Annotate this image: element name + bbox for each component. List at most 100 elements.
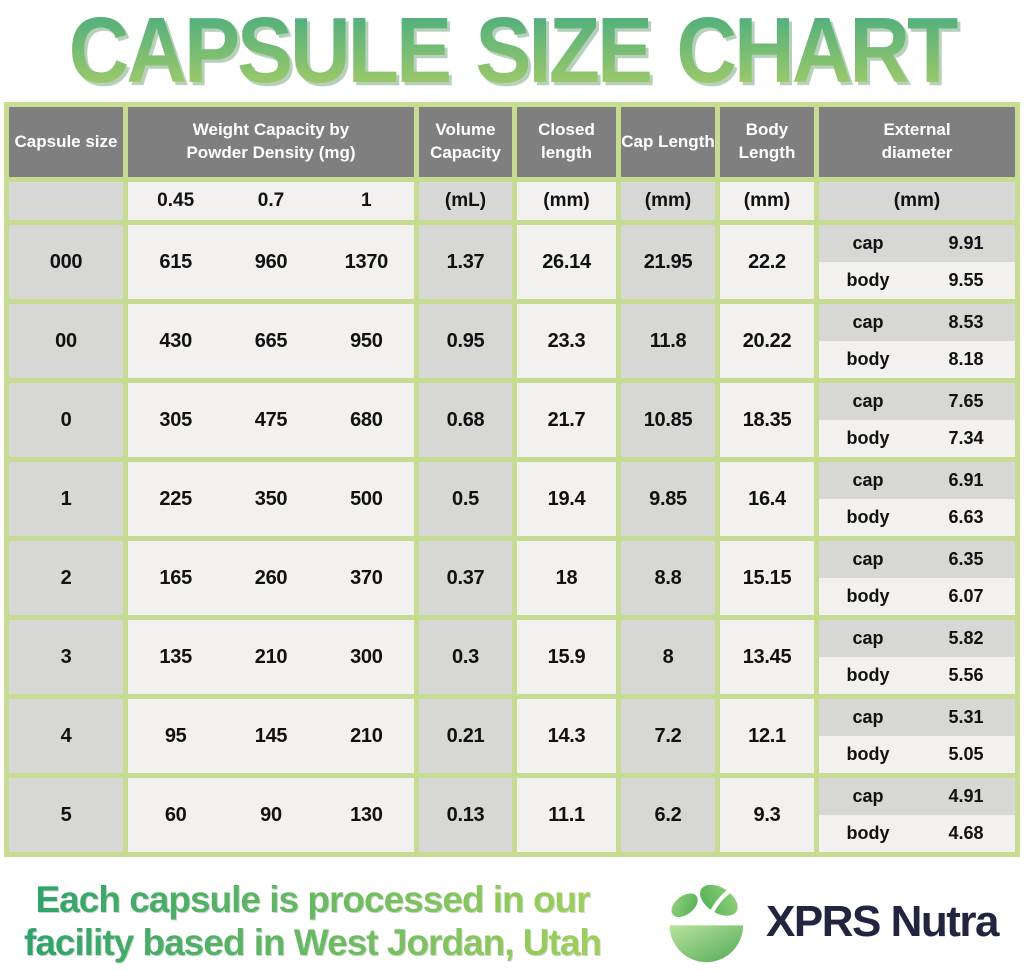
external-diameter-cap-row: cap 9.91 — [819, 225, 1015, 262]
left-leaf — [671, 893, 698, 918]
external-diameter-body-row: body 5.56 — [819, 657, 1015, 694]
body-diameter-value: 6.07 — [948, 586, 984, 606]
column-header-body-length: Body Length — [720, 107, 814, 177]
capsule-size-cell: 000 — [9, 225, 123, 299]
body-label: body — [846, 665, 890, 685]
weight-density-07-value: 145 — [254, 724, 288, 747]
external-diameter-cap-row: cap 6.91 — [819, 462, 1015, 499]
external-diameter-cap-row: cap 5.31 — [819, 699, 1015, 736]
mortar-bowl — [669, 925, 744, 963]
volume-unit-cell: (mL) — [419, 182, 512, 220]
capsule-size-cell: 4 — [9, 699, 123, 773]
external-diameter-unit-cell: (mm) — [819, 182, 1015, 220]
volume-capacity-cell: 0.95 — [419, 304, 512, 378]
body-length-cell: 9.3 — [720, 778, 814, 852]
cap-diameter-value: 8.53 — [948, 312, 984, 332]
cap-length-cell: 21.95 — [621, 225, 715, 299]
cap-length-cell: 6.2 — [621, 778, 715, 852]
body-label: body — [846, 823, 890, 843]
external-diameter-body-row: body 5.05 — [819, 736, 1015, 773]
cap-label: cap — [852, 312, 884, 332]
weight-density-1-value: 300 — [350, 645, 383, 668]
weight-capacity-cell: 165 260 370 — [128, 541, 414, 615]
weight-density-1-value: 950 — [350, 329, 383, 352]
cap-diameter-value: 6.35 — [948, 549, 984, 569]
external-diameter-body-row: body 6.07 — [819, 578, 1015, 615]
cap-diameter-value: 7.65 — [948, 391, 984, 411]
cap-label: cap — [852, 470, 884, 490]
capsule-size-cell: 0 — [9, 383, 123, 457]
body-length-cell: 16.4 — [720, 462, 814, 536]
column-header-external-diameter: External diameter — [819, 107, 1015, 177]
closed-length-cell: 21.7 — [517, 383, 616, 457]
volume-capacity-cell: 0.68 — [419, 383, 512, 457]
column-header-volume-capacity: Volume Capacity — [419, 107, 512, 177]
closed-length-cell: 11.1 — [517, 778, 616, 852]
weight-capacity-cell: 135 210 300 — [128, 620, 414, 694]
weight-density-045-value: 165 — [159, 566, 192, 589]
cap-diameter-value: 9.91 — [948, 233, 984, 253]
external-diameter-cap-row: cap 7.65 — [819, 383, 1015, 420]
body-diameter-value: 5.56 — [948, 665, 984, 685]
body-diameter-value: 4.68 — [948, 823, 984, 843]
weight-density-07-value: 350 — [254, 487, 288, 510]
external-diameter-body-row: body 4.68 — [819, 815, 1015, 852]
capsule-size-cell: 3 — [9, 620, 123, 694]
body-label: body — [846, 586, 890, 606]
cap-label: cap — [852, 391, 884, 411]
volume-capacity-cell: 0.13 — [419, 778, 512, 852]
cap-label: cap — [852, 707, 884, 727]
external-diameter-body-row: body 9.55 — [819, 262, 1015, 299]
volume-capacity-cell: 0.5 — [419, 462, 512, 536]
body-label: body — [846, 507, 890, 527]
closed-length-cell: 26.14 — [517, 225, 616, 299]
weight-density-07-value: 210 — [254, 645, 288, 668]
column-header-capsule-size: Capsule size — [9, 107, 123, 177]
body-label: body — [846, 744, 890, 764]
mortar-and-leaves-icon — [669, 884, 744, 963]
capsule-size-cell: 1 — [9, 462, 123, 536]
page-title: CAPSULE SIZE CHART — [0, 4, 1024, 96]
cap-diameter-value: 4.91 — [948, 786, 984, 806]
weight-density-1-value: 1370 — [344, 250, 389, 273]
weight-capacity-cell: 225 350 500 — [128, 462, 414, 536]
volume-capacity-cell: 0.37 — [419, 541, 512, 615]
body-diameter-value: 5.05 — [948, 744, 984, 764]
body-length-cell: 15.15 — [720, 541, 814, 615]
weight-density-1-value: 130 — [350, 803, 383, 826]
body-diameter-value: 6.63 — [948, 507, 984, 527]
closed-length-unit-cell: (mm) — [517, 182, 616, 220]
weight-capacity-cell: 615 960 1370 — [128, 225, 414, 299]
capsule-size-chart-infographic: CAPSULE SIZE CHART Capsule size Weight C… — [0, 4, 1024, 970]
capsule-size-cell: 2 — [9, 541, 123, 615]
cap-length-cell: 10.85 — [621, 383, 715, 457]
external-diameter-cell: cap 9.91 body 9.55 — [819, 225, 1015, 299]
cap-length-cell: 8 — [621, 620, 715, 694]
weight-capacity-cell: 95 145 210 — [128, 699, 414, 773]
body-length-unit-cell: (mm) — [720, 182, 814, 220]
weight-density-1-value: 680 — [350, 408, 383, 431]
cap-label: cap — [852, 233, 884, 253]
body-label: body — [846, 349, 890, 369]
weight-density-045-value: 305 — [159, 408, 192, 431]
cap-diameter-value: 6.91 — [948, 470, 984, 490]
external-diameter-cell: cap 5.31 body 5.05 — [819, 699, 1015, 773]
external-diameter-cap-row: cap 6.35 — [819, 541, 1015, 578]
weight-density-1-value: 500 — [350, 487, 383, 510]
external-diameter-cell: cap 6.91 body 6.63 — [819, 462, 1015, 536]
external-diameter-cap-row: cap 8.53 — [819, 304, 1015, 341]
weight-density-1-value: 370 — [350, 566, 383, 589]
closed-length-cell: 15.9 — [517, 620, 616, 694]
body-diameter-value: 7.34 — [948, 428, 984, 448]
brand-name: XPRS Nutra — [766, 897, 999, 946]
external-diameter-cap-row: cap 5.82 — [819, 620, 1015, 657]
external-diameter-cell: cap 7.65 body 7.34 — [819, 383, 1015, 457]
cap-length-cell: 11.8 — [621, 304, 715, 378]
weight-density-07-value: 90 — [260, 803, 282, 826]
external-diameter-body-row: body 6.63 — [819, 499, 1015, 536]
weight-capacity-cell: 305 475 680 — [128, 383, 414, 457]
body-length-cell: 20.22 — [720, 304, 814, 378]
brand-logo: XPRS Nutra — [662, 879, 999, 965]
external-diameter-cell: cap 8.53 body 8.18 — [819, 304, 1015, 378]
cap-label: cap — [852, 628, 884, 648]
